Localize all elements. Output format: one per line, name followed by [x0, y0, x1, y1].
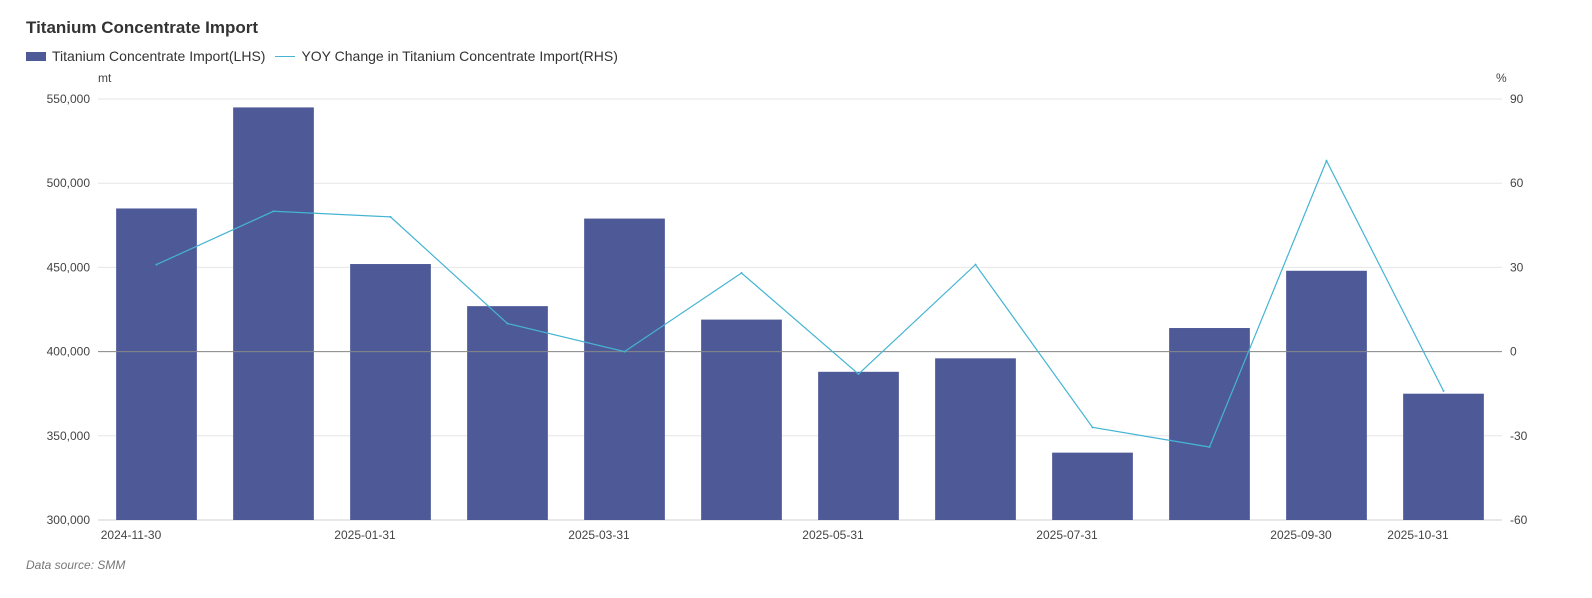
left-axis-tick-label: 350,000 [47, 429, 91, 443]
yoy-point [623, 350, 626, 353]
bar-series [116, 107, 1484, 521]
yoy-line [156, 159, 1445, 448]
left-axis-unit: mt [98, 71, 112, 85]
right-axis-tick-label: -30 [1510, 429, 1528, 443]
yoy-point [740, 272, 743, 275]
line-series [155, 159, 1445, 449]
axis-labels: 300,000 350,000 400,000 450,000 500,000 550,0… [47, 71, 1528, 542]
left-axis-tick-label: 550,000 [47, 92, 91, 106]
yoy-point [1442, 389, 1445, 392]
yoy-point [272, 210, 275, 213]
bar [1169, 328, 1250, 520]
yoy-point [155, 263, 158, 266]
yoy-point [857, 373, 860, 376]
bar [233, 107, 314, 521]
bar [1286, 270, 1367, 520]
right-axis-tick-label: 30 [1510, 260, 1524, 274]
x-axis-tick-label: 2025-05-31 [802, 528, 864, 542]
x-axis-tick-label: 2025-01-31 [334, 528, 396, 542]
right-axis-tick-label: 0 [1510, 345, 1517, 359]
x-axis-tick-label: 2025-09-30 [1270, 528, 1332, 542]
bar [818, 371, 899, 520]
yoy-point [389, 215, 392, 218]
bar [701, 319, 782, 520]
right-axis-tick-label: 90 [1510, 92, 1524, 106]
left-axis-tick-label: 500,000 [47, 176, 91, 190]
yoy-point [974, 263, 977, 266]
legend-item-import[interactable]: Titanium Concentrate Import(LHS) [26, 48, 265, 64]
legend-label-import: Titanium Concentrate Import(LHS) [52, 48, 266, 64]
x-axis-tick-label: 2025-10-31 [1387, 528, 1449, 542]
legend-item-yoy[interactable]: YOY Change in Titanium Concentrate Impor… [275, 48, 618, 64]
right-axis-tick-label: 60 [1510, 176, 1524, 190]
yoy-point [1091, 426, 1094, 429]
right-axis-tick-label: -60 [1510, 513, 1528, 527]
bar [1403, 393, 1484, 520]
yoy-point [1208, 446, 1211, 449]
left-axis-tick-label: 450,000 [47, 260, 91, 274]
right-axis-unit: % [1496, 71, 1507, 85]
legend-label-yoy: YOY Change in Titanium Concentrate Impor… [301, 48, 618, 64]
bar [1052, 452, 1133, 520]
bar [350, 264, 431, 520]
bar [584, 218, 665, 520]
chart-legend: Titanium Concentrate Import(LHS) YOY Cha… [26, 48, 628, 64]
bar [116, 208, 197, 520]
yoy-point [1325, 159, 1328, 162]
left-axis-tick-label: 400,000 [47, 345, 91, 359]
left-axis-tick-label: 300,000 [47, 513, 91, 527]
legend-swatch-line [275, 55, 296, 57]
x-axis-tick-label: 2025-03-31 [568, 528, 630, 542]
x-axis-tick-label: 2025-07-31 [1036, 528, 1098, 542]
bar [935, 358, 1016, 520]
data-source-note: Data source: SMM [26, 558, 126, 572]
yoy-point [506, 322, 509, 325]
x-axis-tick-label: 2024-11-30 [101, 528, 162, 542]
chart-title: Titanium Concentrate Import [26, 18, 259, 37]
legend-swatch-bar [26, 51, 46, 61]
bar [467, 306, 548, 520]
